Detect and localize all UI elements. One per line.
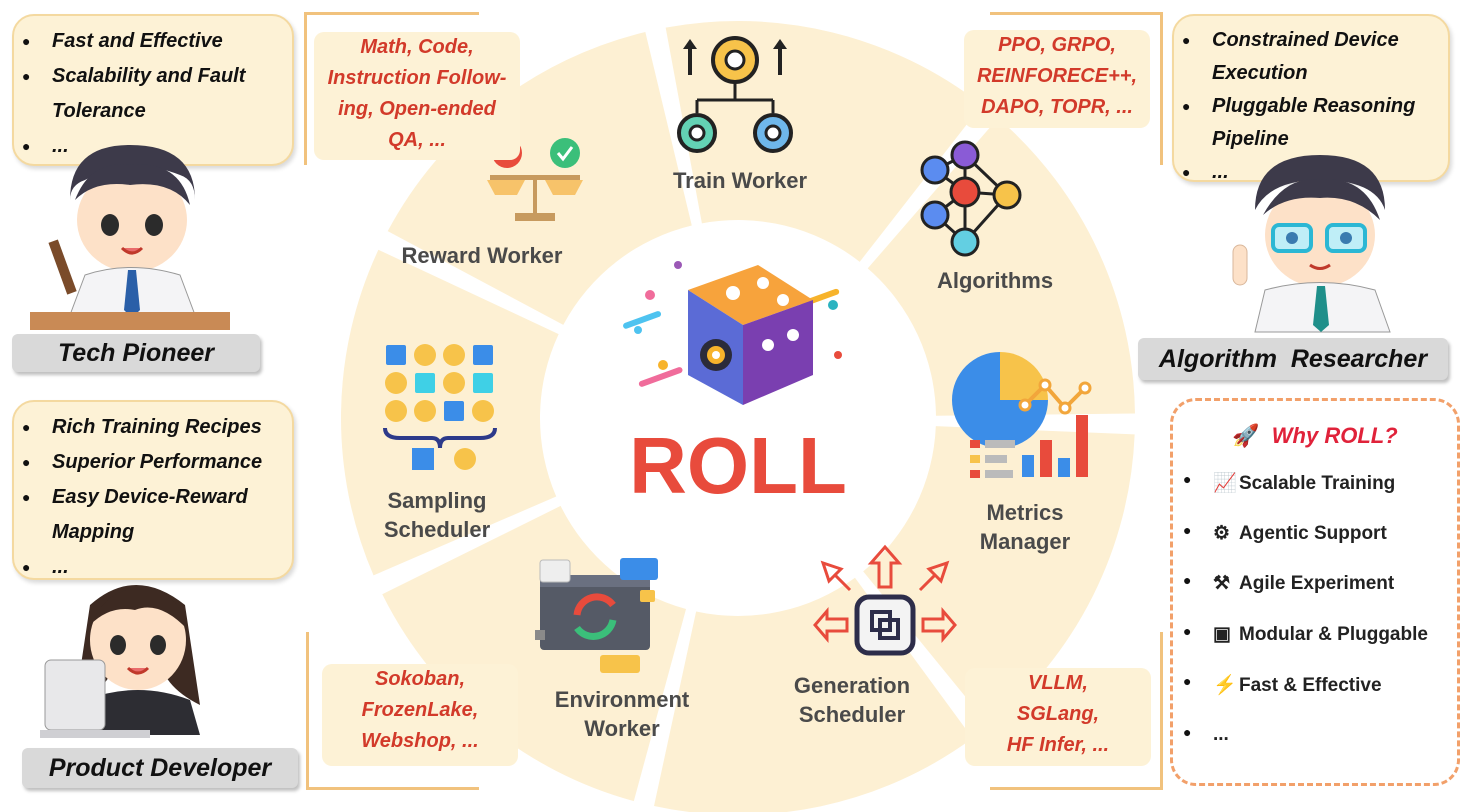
wheel-segment-algorithms: [867, 118, 1135, 416]
environment-worker-icon: [535, 558, 658, 673]
list-item: ...: [1182, 156, 1438, 189]
why-roll-item-label: Modular & Pluggable: [1239, 623, 1428, 645]
bracket-top-left: [304, 12, 479, 165]
why-roll-item-label: Fast & Effective: [1239, 675, 1382, 696]
sampling-scheduler-icon: [383, 344, 497, 470]
list-item: Superior Performance: [22, 445, 282, 480]
generation-scheduler-icon: [813, 544, 957, 656]
note-inference-engines: VLLM, SGLang, HF Infer, ...: [965, 668, 1151, 766]
gear-icon: ⚙: [1213, 522, 1231, 544]
segment-label-train-worker: Train Worker: [672, 168, 808, 193]
bracket-top-right: [990, 12, 1163, 165]
algorithms-network-icon: [920, 140, 1022, 257]
metrics-manager-icon: [952, 352, 1092, 478]
roll-dice-logo: [623, 261, 842, 405]
wheel-segment-metrics-manager: [863, 426, 1135, 726]
list-item: Constrained Device Execution: [1182, 24, 1422, 90]
list-item: Fast and Effective: [22, 24, 282, 59]
segment-label-algorithms: Algorithms: [936, 268, 1054, 293]
tools-icon: ⚒: [1213, 573, 1231, 594]
tech-pioneer-avatar: [30, 145, 230, 330]
chart-icon: 📈: [1213, 473, 1237, 494]
list-item: ...: [22, 550, 282, 585]
why-roll-item: ⚡Fast & Effective: [1173, 673, 1457, 724]
algorithm-researcher-bubble: Constrained Device Execution Pluggable R…: [1172, 14, 1450, 189]
lightning-icon: ⚡: [1213, 675, 1237, 696]
list-item: ...: [22, 129, 282, 164]
tech-pioneer-bubble: Fast and Effective Scalability and Fault…: [12, 14, 294, 166]
rocket-icon: 🚀: [1232, 423, 1260, 448]
why-roll-list: 📈Scalable Training⚙Agentic Support⚒Agile…: [1173, 471, 1457, 774]
role-label-tech-pioneer: Tech Pioneer: [12, 334, 260, 372]
algorithm-researcher-avatar: [1232, 155, 1391, 333]
why-roll-item-label: Agentic Support: [1239, 522, 1387, 544]
why-roll-item: ⚒ Agile Experiment: [1173, 572, 1457, 623]
note-algorithms-list: PPO, GRPO, REINFORECE++, DAPO, TOPR, ...: [964, 30, 1150, 128]
why-roll-item-label: Agile Experiment: [1239, 573, 1395, 594]
segment-label-sampling-scheduler: Sampling Scheduler: [383, 488, 491, 542]
list-item: Pluggable Reasoning Pipeline: [1182, 90, 1437, 156]
why-roll-item: ...: [1173, 724, 1457, 775]
segment-label-environment-worker: Environment Worker: [554, 687, 690, 741]
role-label-product-developer: Product Developer: [22, 748, 298, 788]
segment-label-metrics-manager: Metrics Manager: [979, 500, 1071, 554]
bracket-bottom-left: [306, 632, 479, 790]
list-item: Rich Training Recipes: [22, 410, 282, 445]
product-developer-bubble: Rich Training Recipes Superior Performan…: [12, 400, 294, 585]
list-item: Scalability and Fault Tolerance: [22, 59, 282, 129]
why-roll-item-label: ...: [1213, 723, 1229, 745]
bracket-bottom-right: [990, 632, 1163, 790]
why-roll-item-label: Scalable Training: [1239, 473, 1396, 494]
why-roll-item: 📈Scalable Training: [1173, 471, 1457, 522]
why-roll-title-row: 🚀 Why ROLL?: [1173, 423, 1457, 449]
roll-title: ROLL: [629, 421, 847, 510]
segment-label-reward-worker: Reward Worker: [401, 243, 563, 268]
role-label-algorithm-researcher: Algorithm Researcher: [1138, 338, 1448, 380]
list-item: Easy Device-Reward Mapping: [22, 480, 282, 550]
why-roll-panel: 🚀Why ROLL? 📈Scalable Training⚙Agentic Su…: [1170, 398, 1460, 786]
note-environments-list: Sokoban, FrozenLake, Webshop, ...: [322, 664, 518, 766]
train-worker-icon: [677, 36, 793, 153]
note-reward-datasets: Math, Code, Instruction Follow- ing, Ope…: [314, 32, 520, 160]
center-circle: [548, 228, 928, 608]
why-roll-title: Why ROLL?: [1271, 423, 1398, 448]
why-roll-item: ⚙ Agentic Support: [1173, 522, 1457, 573]
package-icon: ▣: [1213, 623, 1231, 645]
product-developer-avatar: [40, 585, 200, 738]
segment-label-generation-scheduler: Generation Scheduler: [793, 673, 911, 727]
why-roll-item: ▣ Modular & Pluggable: [1173, 623, 1457, 674]
